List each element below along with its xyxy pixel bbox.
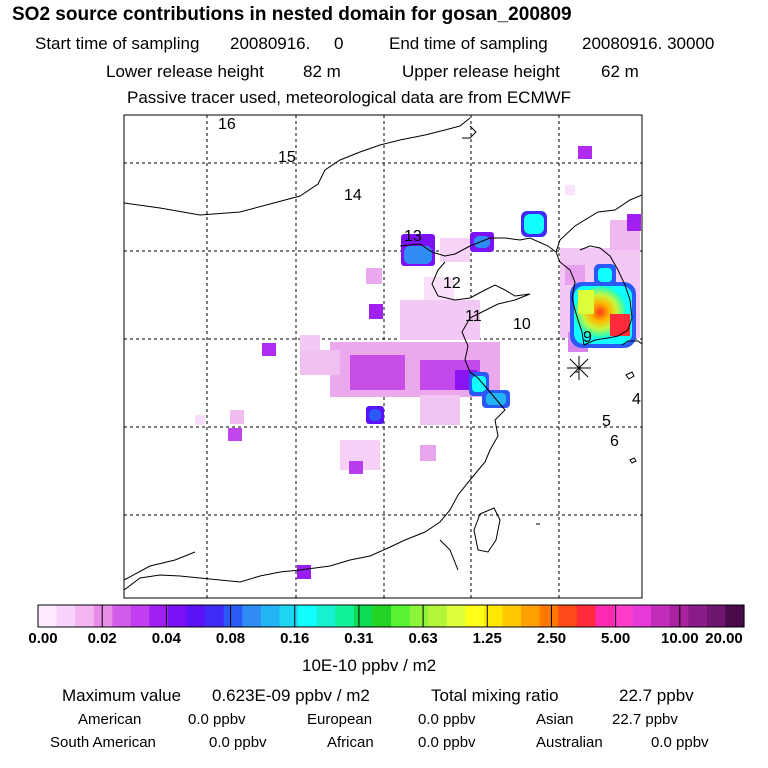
colorbar-swatch xyxy=(465,605,485,627)
colorbar-swatch xyxy=(223,605,243,627)
start-time-label: Start time of sampling xyxy=(35,34,200,53)
colorbar-swatch xyxy=(391,605,411,627)
region-name: American xyxy=(78,711,142,728)
colorbar-swatch xyxy=(595,605,615,627)
colorbar-swatch xyxy=(483,605,504,627)
day-label: 15 xyxy=(278,149,296,166)
colorbar-swatch xyxy=(558,605,578,627)
colorbar-swatch xyxy=(353,605,374,627)
chart-title: SO2 source contributions in nested domai… xyxy=(12,4,572,25)
region-name: European xyxy=(307,711,373,728)
region-name: South American xyxy=(50,734,156,751)
colorbar-swatch xyxy=(669,605,689,627)
colorbar-tick-label: 0.00 xyxy=(28,630,58,647)
receptor-marker-icon xyxy=(567,356,591,380)
region-name: African xyxy=(327,734,374,751)
trajectory-day-labels: 16 15 14 13 12 11 10 9 4 5 6 xyxy=(218,116,641,450)
max-value: 0.623E-09 ppbv / m2 xyxy=(212,686,370,705)
day-label: 12 xyxy=(443,275,461,292)
colorbar-swatch xyxy=(428,605,448,627)
colorbar-swatch xyxy=(725,605,745,627)
colorbar-swatch xyxy=(651,605,671,627)
colorbar-tick-label: 1.25 xyxy=(472,630,502,647)
colorbar-tick-label: 20.00 xyxy=(705,630,743,647)
coastlines xyxy=(124,117,642,591)
colorbar-tick-label: 2.50 xyxy=(536,630,567,647)
colorbar-swatch xyxy=(335,605,355,627)
colorbar-tick-label: 0.02 xyxy=(87,630,117,647)
region-value: 0.0 ppbv xyxy=(188,711,246,728)
colorbar-tick-label: 0.08 xyxy=(215,630,246,647)
lower-release-label: Lower release height xyxy=(106,62,264,81)
colorbar-swatch xyxy=(93,605,113,627)
colorbar-swatch xyxy=(149,605,169,627)
colorbar-units: 10E-10 ppbv / m2 xyxy=(302,656,437,675)
colorbar-tick-label: 10.00 xyxy=(661,630,699,647)
end-time-label: End time of sampling xyxy=(389,34,548,53)
colorbar-swatch xyxy=(613,605,634,627)
colorbar-swatch xyxy=(372,605,392,627)
colorbar-swatch xyxy=(279,605,299,627)
concentration-plume xyxy=(195,146,641,579)
colorbar-swatch xyxy=(576,605,596,627)
upper-release-value: 62 m xyxy=(601,62,639,81)
day-label: 16 xyxy=(218,116,236,133)
colorbar-border xyxy=(37,604,745,628)
colorbar-swatch xyxy=(502,605,522,627)
total-mixing-label: Total mixing ratio xyxy=(431,686,559,705)
total-mixing-value: 22.7 ppbv xyxy=(619,686,694,705)
colorbar-swatch xyxy=(56,605,76,627)
max-value-label: Maximum value xyxy=(62,686,182,705)
colorbar-tick-label: 0.16 xyxy=(280,630,310,647)
region-value: 0.0 ppbv xyxy=(651,734,709,751)
colorbar-swatch xyxy=(38,605,58,627)
day-label: 6 xyxy=(610,433,619,450)
region-name: Australian xyxy=(536,734,603,751)
map-border xyxy=(123,114,643,599)
colorbar-tick-label: 0.63 xyxy=(408,630,438,647)
tracer-note: Passive tracer used, meteorological data… xyxy=(127,88,572,107)
colorbar-swatch xyxy=(706,605,727,627)
day-label: 14 xyxy=(344,187,362,204)
colorbar-tick-label: 0.31 xyxy=(344,630,374,647)
day-label: 5 xyxy=(602,413,611,430)
colorbar-swatch xyxy=(632,605,652,627)
colorbar-swatch xyxy=(112,605,132,627)
start-time-value: 20080916. 0 xyxy=(230,34,344,53)
colorbar-swatch xyxy=(75,605,95,627)
region-value: 0.0 ppbv xyxy=(418,734,476,751)
upper-release-label: Upper release height xyxy=(402,62,560,81)
lower-release-value: 82 m xyxy=(303,62,341,81)
day-label: 11 xyxy=(465,308,482,325)
day-label: 9 xyxy=(583,329,592,346)
colorbar-swatch xyxy=(298,605,318,627)
colorbar-tick-label: 5.00 xyxy=(601,630,631,647)
day-label: 4 xyxy=(632,391,641,408)
colorbar-swatch xyxy=(260,605,281,627)
end-time-value: 20080916. 30000 xyxy=(582,34,715,53)
region-value: 0.0 ppbv xyxy=(209,734,267,751)
day-label: 10 xyxy=(513,316,531,333)
colorbar-swatch xyxy=(130,605,151,627)
colorbar-swatch xyxy=(446,605,466,627)
colorbar-swatch xyxy=(205,605,225,627)
colorbar-swatch xyxy=(409,605,429,627)
colorbar-swatch xyxy=(316,605,336,627)
colorbar-swatch xyxy=(521,605,541,627)
graticule xyxy=(124,115,642,598)
region-name: Asian xyxy=(536,711,574,728)
colorbar-tick-label: 0.04 xyxy=(151,630,181,647)
colorbar-swatch xyxy=(688,605,708,627)
colorbar-swatch xyxy=(242,605,262,627)
colorbar-swatch xyxy=(186,605,206,627)
region-value: 22.7 ppbv xyxy=(612,711,678,728)
day-label: 13 xyxy=(404,228,422,245)
colorbar-swatch xyxy=(168,605,188,627)
colorbar-swatch xyxy=(539,605,559,627)
region-value: 0.0 ppbv xyxy=(418,711,476,728)
